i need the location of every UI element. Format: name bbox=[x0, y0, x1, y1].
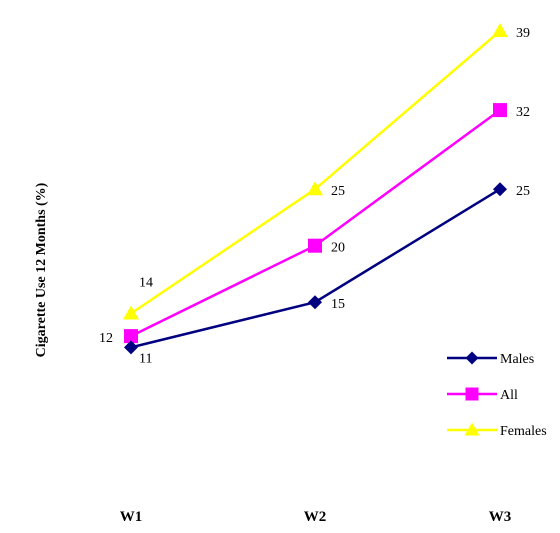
data-point-females-w1 bbox=[123, 305, 139, 320]
data-point-all-w1 bbox=[124, 329, 138, 344]
legend-item-all: All bbox=[447, 387, 518, 403]
data-label-males-w2: 15 bbox=[331, 297, 345, 312]
data-label-females-w3: 39 bbox=[516, 26, 530, 41]
data-point-males-w2 bbox=[308, 295, 322, 310]
series-males: 11 15 25 bbox=[124, 182, 530, 366]
data-label-males-w3: 25 bbox=[516, 184, 530, 199]
series-all: 12 20 32 bbox=[99, 103, 530, 346]
legend-marker-females bbox=[464, 422, 480, 436]
data-label-all-w3: 32 bbox=[516, 105, 530, 120]
data-point-all-w3 bbox=[493, 103, 507, 118]
legend-label-all: All bbox=[500, 388, 518, 403]
legend-item-males: Males bbox=[447, 351, 534, 367]
data-point-females-w2 bbox=[307, 181, 323, 196]
legend-label-females: Females bbox=[500, 424, 547, 439]
series-line-females bbox=[130, 30, 501, 315]
data-point-males-w3 bbox=[493, 182, 507, 197]
data-label-all-w1: 12 bbox=[99, 331, 113, 346]
data-label-females-w2: 25 bbox=[331, 184, 345, 199]
legend-marker-males bbox=[465, 351, 479, 365]
data-point-males-w1 bbox=[124, 340, 138, 355]
series-line-males bbox=[130, 188, 501, 349]
x-tick-w2: W2 bbox=[304, 509, 327, 525]
data-label-females-w1: 14 bbox=[139, 276, 153, 291]
data-label-all-w2: 20 bbox=[331, 241, 345, 256]
data-point-females-w3 bbox=[492, 23, 508, 37]
x-axis-ticks: W1 W2 W3 bbox=[120, 509, 512, 525]
legend: Males All Females bbox=[447, 351, 547, 439]
series-females: 14 25 39 bbox=[123, 23, 530, 320]
legend-label-males: Males bbox=[500, 352, 534, 367]
x-tick-w1: W1 bbox=[120, 509, 143, 525]
data-point-all-w2 bbox=[308, 238, 322, 253]
data-label-males-w1: 11 bbox=[139, 351, 152, 366]
x-tick-w3: W3 bbox=[489, 509, 512, 525]
legend-marker-all bbox=[465, 387, 479, 401]
y-axis-title: Cigarette Use 12 Months (%) bbox=[34, 182, 49, 357]
legend-item-females: Females bbox=[447, 422, 547, 439]
series-layer: 14 25 39 12 20 32 11 15 25 bbox=[99, 23, 530, 366]
